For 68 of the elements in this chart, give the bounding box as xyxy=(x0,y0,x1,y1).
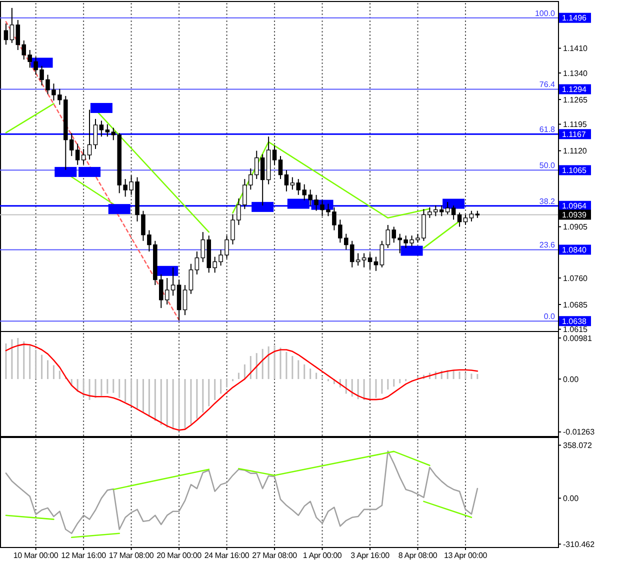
candlestick xyxy=(469,210,474,222)
y-tick-label: 358.072 xyxy=(563,441,592,450)
candlestick xyxy=(374,256,378,272)
candlestick xyxy=(463,214,468,226)
candlestick xyxy=(182,284,188,316)
candlestick xyxy=(368,252,372,270)
y-tick-label: 0.00 xyxy=(563,494,580,503)
ref-line-label: 1.1496 xyxy=(562,14,588,23)
y-tick-label: 1.0615 xyxy=(563,325,588,334)
annotation: 23.6 xyxy=(539,240,556,250)
ref-line-label: 1.0840 xyxy=(562,246,588,255)
candlestick xyxy=(87,109,92,160)
y-tick-label: 1.0685 xyxy=(563,300,588,310)
candlestick xyxy=(81,148,86,165)
y-tick-label: 1.1195 xyxy=(563,120,588,130)
y-tick-label: 1.1265 xyxy=(563,95,588,104)
line-series xyxy=(232,141,430,219)
ref-line-label: 1.1167 xyxy=(562,130,586,139)
candlestick xyxy=(105,124,110,138)
annotation: 76.4 xyxy=(539,80,556,90)
candlestick xyxy=(457,212,462,228)
annotation: 100.0 xyxy=(534,8,556,18)
y-tick-label: -0.01263 xyxy=(563,428,596,437)
line-series xyxy=(238,450,430,476)
annotation: 38.2 xyxy=(539,196,556,206)
y-tick-label: 0.00981 xyxy=(563,334,592,343)
candlestick xyxy=(451,205,456,220)
x-tick-label: 1 Apr 00:00 xyxy=(302,551,342,560)
candlestick xyxy=(380,240,384,268)
x-tick-label: 20 Mar 00:00 xyxy=(156,551,202,560)
x-tick-label: 10 Mar 00:00 xyxy=(13,551,59,560)
x-tick-label: 12 Mar 16:00 xyxy=(61,551,107,560)
x-tick-label: 13 Apr 00:00 xyxy=(444,551,488,560)
y-tick-label: -310.462 xyxy=(563,540,596,549)
candlestick xyxy=(290,176,295,190)
x-tick-label: 8 Apr 08:00 xyxy=(398,551,438,560)
candlestick xyxy=(4,23,8,46)
annotation: 50.0 xyxy=(539,161,556,170)
line-series xyxy=(5,450,478,534)
ref-line-label: 1.1065 xyxy=(562,166,588,175)
y-tick-label: 1.0760 xyxy=(563,274,588,283)
candlestick xyxy=(284,170,289,192)
candlestick xyxy=(170,266,176,296)
candlestick xyxy=(272,144,277,166)
y-tick-label: 1.1340 xyxy=(563,68,588,78)
y-tick-label: 1.1410 xyxy=(563,44,588,54)
y-tick-label: 1.1120 xyxy=(563,146,588,156)
candlestick xyxy=(10,7,14,44)
line-series xyxy=(5,344,478,431)
candlestick xyxy=(362,252,366,268)
candlestick xyxy=(188,263,194,294)
x-tick-label: 24 Mar 16:00 xyxy=(204,551,250,560)
y-tick-label: 1.0905 xyxy=(563,222,588,232)
annotation: 0.0 xyxy=(544,312,556,322)
candlestick xyxy=(278,156,283,180)
ref-line-label: 1.0939 xyxy=(562,210,588,220)
x-tick-label: 3 Apr 16:00 xyxy=(350,551,390,560)
y-tick-label: 0.00 xyxy=(563,374,580,384)
candlestick xyxy=(356,252,360,266)
ref-line-label: 1.1294 xyxy=(562,85,588,94)
x-tick-label: 17 Mar 08:00 xyxy=(108,551,154,560)
ref-line-label: 1.0964 xyxy=(562,202,588,211)
x-tick-label: 27 Mar 08:00 xyxy=(252,551,298,560)
annotation: 61.8 xyxy=(539,125,556,134)
candlestick xyxy=(93,118,98,150)
ref-line-label: 1.0638 xyxy=(562,316,588,326)
candlestick xyxy=(99,120,104,138)
candlestick xyxy=(194,250,200,275)
